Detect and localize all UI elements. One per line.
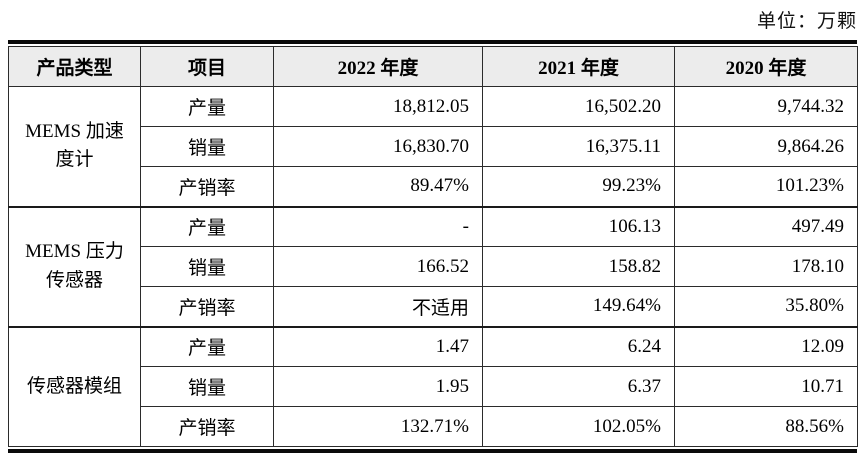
product-cell-mems-pressure-sensor: MEMS 压力传感器 (8, 205, 141, 327)
value-cell: 9,744.32 (674, 86, 858, 127)
value-cell: 10.71 (674, 366, 858, 407)
value-cell: 不适用 (273, 286, 483, 327)
header-year-2020: 2020 年度 (674, 46, 858, 87)
value-cell: 149.64% (482, 286, 675, 327)
item-cell: 产量 (140, 86, 274, 127)
table-bottom-rule (8, 449, 857, 453)
table-row: 销量 16,830.70 16,375.11 9,864.26 (9, 126, 858, 167)
header-product-type: 产品类型 (8, 46, 141, 87)
value-cell: 88.56% (674, 406, 858, 447)
value-cell: 6.37 (482, 366, 675, 407)
item-cell: 销量 (140, 366, 274, 407)
table-header-row: 产品类型 项目 2022 年度 2021 年度 2020 年度 (8, 46, 858, 87)
header-item: 项目 (140, 46, 274, 87)
value-cell: 9,864.26 (674, 126, 858, 167)
table-row: 产销率 132.71% 102.05% 88.56% (9, 406, 858, 447)
item-cell: 产销率 (140, 286, 274, 327)
table-row: 产销率 89.47% 99.23% 101.23% (9, 166, 858, 207)
item-cell: 产销率 (140, 406, 274, 447)
value-cell: 16,502.20 (482, 86, 675, 127)
value-cell: 99.23% (482, 166, 675, 207)
table-row: 传感器模组 产量 1.47 6.24 12.09 (8, 325, 858, 447)
value-cell: 106.13 (482, 205, 675, 247)
table-row: 产销率 不适用 149.64% 35.80% (9, 286, 858, 327)
item-cell: 产销率 (140, 166, 274, 207)
value-cell: 102.05% (482, 406, 675, 447)
header-year-2022: 2022 年度 (273, 46, 483, 87)
item-cell: 产量 (140, 205, 274, 247)
data-table: 产品类型 项目 2022 年度 2021 年度 2020 年度 MEMS 加速度… (8, 46, 858, 447)
value-cell: - (273, 205, 483, 247)
product-cell-sensor-module: 传感器模组 (8, 325, 141, 447)
item-cell: 销量 (140, 126, 274, 167)
value-cell: 1.95 (273, 366, 483, 407)
value-cell: 6.24 (482, 325, 675, 367)
header-year-2021: 2021 年度 (482, 46, 675, 87)
item-cell: 销量 (140, 246, 274, 287)
product-cell-mems-accelerometer: MEMS 加速度计 (8, 86, 141, 207)
value-cell: 158.82 (482, 246, 675, 287)
table-row: MEMS 加速度计 产量 18,812.05 16,502.20 9,744.3… (8, 86, 858, 207)
value-cell: 1.47 (273, 325, 483, 367)
value-cell: 12.09 (674, 325, 858, 367)
value-cell: 132.71% (273, 406, 483, 447)
table-top-rule (8, 40, 857, 44)
table-row: 销量 166.52 158.82 178.10 (9, 246, 858, 287)
value-cell: 35.80% (674, 286, 858, 327)
value-cell: 101.23% (674, 166, 858, 207)
value-cell: 16,375.11 (482, 126, 675, 167)
table-row: 销量 1.95 6.37 10.71 (9, 366, 858, 407)
production-sales-table: 产品类型 项目 2022 年度 2021 年度 2020 年度 MEMS 加速度… (8, 40, 858, 453)
value-cell: 16,830.70 (273, 126, 483, 167)
item-cell: 产量 (140, 325, 274, 367)
value-cell: 89.47% (273, 166, 483, 207)
value-cell: 18,812.05 (273, 86, 483, 127)
unit-label: 单位：万颗 (756, 11, 857, 32)
value-cell: 497.49 (674, 205, 858, 247)
value-cell: 166.52 (273, 246, 483, 287)
value-cell: 178.10 (674, 246, 858, 287)
table-row: MEMS 压力传感器 产量 - 106.13 497.49 (8, 205, 858, 327)
